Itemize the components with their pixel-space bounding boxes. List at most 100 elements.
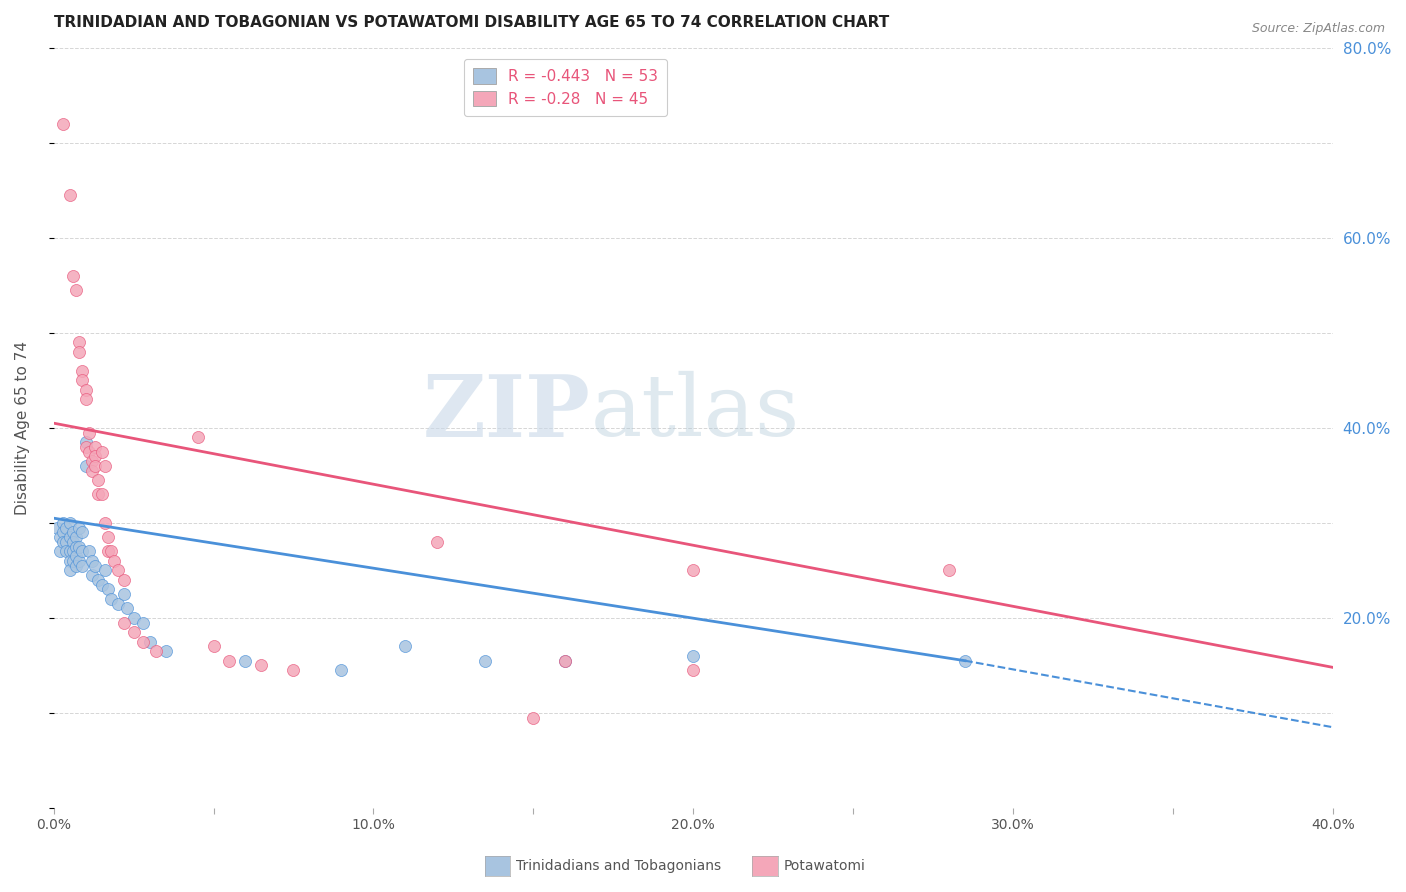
- Point: [65, 283, 87, 297]
- Point: [59, 530, 82, 544]
- Point: [100, 544, 122, 558]
- Point: [62, 554, 84, 568]
- Point: [682, 663, 704, 677]
- Point: [72, 373, 94, 387]
- Point: [953, 654, 976, 668]
- Point: [218, 654, 240, 668]
- Point: [59, 188, 82, 202]
- Point: [52, 516, 75, 530]
- Point: [97, 582, 120, 597]
- Point: [87, 573, 110, 587]
- Point: [122, 611, 145, 625]
- Point: [62, 544, 84, 558]
- Point: [52, 117, 75, 131]
- Point: [107, 597, 129, 611]
- Point: [72, 558, 94, 573]
- Point: [90, 487, 112, 501]
- Point: [84, 558, 107, 573]
- Point: [94, 458, 117, 473]
- Point: [80, 454, 103, 468]
- Text: Trinidadians and Tobagonians: Trinidadians and Tobagonians: [516, 859, 721, 873]
- Point: [80, 568, 103, 582]
- Point: [186, 430, 208, 444]
- Point: [75, 383, 97, 397]
- Point: [75, 435, 97, 450]
- Point: [107, 564, 129, 578]
- Point: [90, 444, 112, 458]
- Point: [554, 654, 576, 668]
- Point: [283, 663, 305, 677]
- Point: [202, 640, 225, 654]
- Point: [65, 540, 87, 554]
- Point: [474, 654, 496, 668]
- Point: [94, 516, 117, 530]
- Point: [250, 658, 273, 673]
- Point: [72, 525, 94, 540]
- Point: [132, 615, 155, 630]
- Point: [45, 521, 67, 535]
- Point: [59, 564, 82, 578]
- Point: [938, 564, 960, 578]
- Text: atlas: atlas: [591, 371, 800, 454]
- Point: [330, 663, 353, 677]
- Point: [49, 544, 72, 558]
- Point: [72, 544, 94, 558]
- Legend: R = -0.443   N = 53, R = -0.28   N = 45: R = -0.443 N = 53, R = -0.28 N = 45: [464, 59, 666, 116]
- Point: [426, 535, 449, 549]
- Point: [394, 640, 416, 654]
- Point: [49, 530, 72, 544]
- Point: [55, 535, 77, 549]
- Point: [80, 464, 103, 478]
- Point: [72, 364, 94, 378]
- Point: [94, 564, 117, 578]
- Point: [112, 573, 135, 587]
- Point: [155, 644, 177, 658]
- Point: [77, 444, 100, 458]
- Text: Source: ZipAtlas.com: Source: ZipAtlas.com: [1251, 22, 1385, 36]
- Point: [132, 634, 155, 648]
- Point: [62, 525, 84, 540]
- Point: [52, 535, 75, 549]
- Point: [59, 554, 82, 568]
- Point: [84, 458, 107, 473]
- Point: [103, 554, 125, 568]
- Point: [87, 487, 110, 501]
- Point: [682, 648, 704, 663]
- Point: [682, 564, 704, 578]
- Point: [138, 634, 160, 648]
- Point: [554, 654, 576, 668]
- Point: [59, 544, 82, 558]
- Point: [100, 591, 122, 606]
- Text: ZIP: ZIP: [423, 371, 591, 455]
- Point: [115, 601, 138, 615]
- Point: [84, 450, 107, 464]
- Point: [65, 549, 87, 564]
- Point: [77, 425, 100, 440]
- Point: [75, 392, 97, 407]
- Point: [112, 587, 135, 601]
- Point: [145, 644, 167, 658]
- Point: [65, 530, 87, 544]
- Point: [55, 544, 77, 558]
- Point: [77, 544, 100, 558]
- Point: [67, 521, 90, 535]
- Point: [65, 558, 87, 573]
- Point: [112, 615, 135, 630]
- Point: [97, 544, 120, 558]
- Point: [90, 577, 112, 591]
- Point: [75, 458, 97, 473]
- Point: [522, 711, 544, 725]
- Point: [87, 473, 110, 487]
- Point: [235, 654, 257, 668]
- Y-axis label: Disability Age 65 to 74: Disability Age 65 to 74: [15, 341, 30, 515]
- Point: [97, 530, 120, 544]
- Point: [122, 625, 145, 640]
- Text: Potawatomi: Potawatomi: [783, 859, 865, 873]
- Point: [67, 540, 90, 554]
- Point: [84, 440, 107, 454]
- Point: [67, 344, 90, 359]
- Point: [75, 440, 97, 454]
- Point: [62, 535, 84, 549]
- Point: [52, 525, 75, 540]
- Point: [55, 521, 77, 535]
